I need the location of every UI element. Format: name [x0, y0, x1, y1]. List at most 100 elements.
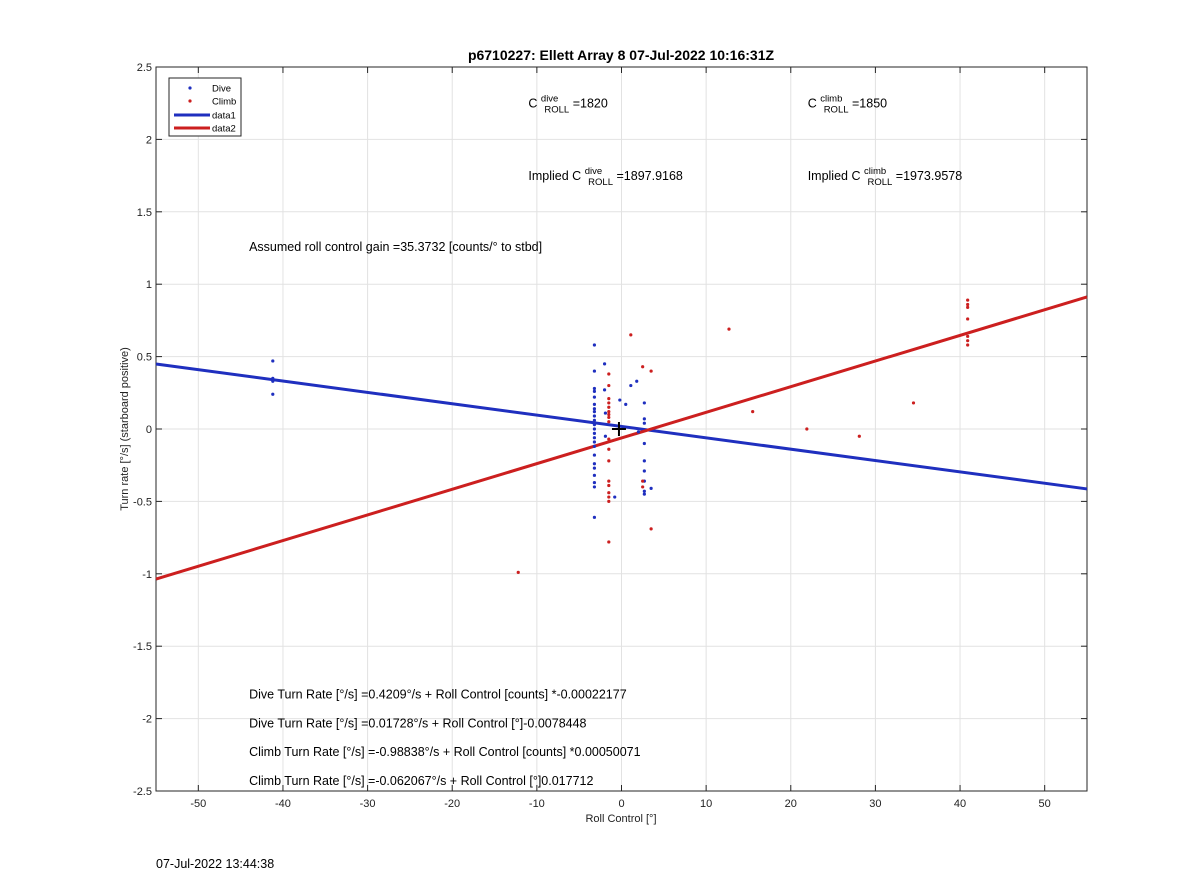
y-axis-label: Turn rate [°/s] (starboard positive): [119, 347, 131, 511]
x-tick-label: -10: [529, 798, 545, 810]
dive-data-point: [592, 407, 597, 411]
climb-data-point: [966, 298, 970, 302]
dive-data-point: [642, 417, 646, 421]
climb-data-point: [966, 317, 970, 321]
dive-data-point: [592, 410, 597, 414]
c-roll-dive-base: C: [528, 97, 537, 111]
climb-data-point: [607, 372, 611, 376]
implied-dive-base: C: [572, 169, 581, 183]
x-tick-label: -20: [444, 798, 460, 810]
climb-data-point: [641, 365, 645, 369]
climb-data-point: [966, 343, 970, 347]
y-tick-label: 1: [146, 279, 152, 291]
c-roll-climb-value: =1850: [852, 97, 887, 111]
dive-data-point: [642, 401, 646, 405]
climb-data-point: [751, 410, 755, 414]
dive-data-point: [592, 462, 597, 466]
roll-gain-annotation: Assumed roll control gain =35.3732 [coun…: [249, 240, 542, 254]
x-tick-label: 10: [700, 798, 712, 810]
c-roll-climb-sup: climb: [820, 94, 842, 105]
dive-data-point: [592, 444, 597, 448]
c-roll-dive-sup: dive: [541, 94, 558, 105]
dive-data-point: [592, 473, 597, 477]
implied-c-roll-climb-annotation: Implied C climb ROLL =1973.9578: [808, 163, 963, 188]
chart-legend: Dive Climb data1 data2: [168, 77, 242, 137]
dive-data-point: [592, 431, 597, 435]
data-point-layer: [271, 298, 970, 574]
climb-data-point: [966, 334, 970, 338]
x-tick-label: -30: [360, 798, 376, 810]
y-tick-label: 2.5: [137, 62, 152, 74]
dive-data-point: [592, 418, 597, 422]
x-tick-label: -40: [275, 798, 291, 810]
dive-data-point: [629, 383, 633, 388]
dive-data-point: [635, 379, 639, 383]
fit-line-data2: [155, 295, 1088, 581]
climb-data-point: [966, 302, 970, 307]
dive-data-point: [592, 402, 597, 406]
c-roll-dive-sub: ROLL: [544, 105, 569, 116]
dive-data-point: [592, 515, 597, 519]
legend-box: [168, 77, 242, 137]
legend-climb-marker: [188, 99, 192, 103]
c-roll-dive-value: =1820: [573, 97, 608, 111]
dive-fit-degrees-annotation: Dive Turn Rate [°/s] =0.01728°/s + Roll …: [249, 716, 586, 730]
climb-data-point: [607, 396, 611, 401]
climb-data-point: [607, 420, 611, 424]
dive-data-point: [636, 430, 641, 434]
c-roll-climb-sub: ROLL: [824, 105, 849, 116]
climb-data-point: [966, 305, 970, 309]
dive-data-point: [592, 427, 597, 431]
dive-data-point: [592, 369, 597, 373]
dive-data-point: [602, 388, 607, 392]
climb-data-point: [607, 479, 611, 483]
implied-dive-value: =1897.9168: [616, 169, 682, 183]
dive-data-point: [642, 421, 646, 425]
dive-data-point: [592, 386, 597, 391]
c-roll-dive-annotation: C dive ROLL =1820: [528, 91, 607, 116]
implied-dive-prefix: Implied: [528, 169, 572, 183]
climb-data-point: [607, 383, 611, 388]
climb-data-point: [649, 527, 653, 531]
dive-data-point: [642, 441, 646, 446]
climb-fit-counts-annotation: Climb Turn Rate [°/s] =-0.98838°/s + Rol…: [249, 745, 641, 759]
x-axis-label: Roll Control [°]: [585, 813, 656, 825]
dive-data-point: [592, 414, 597, 418]
implied-c-roll-dive-annotation: Implied C dive ROLL =1897.9168: [528, 163, 683, 188]
climb-data-point: [607, 540, 611, 544]
legend-data1-label: data1: [212, 111, 236, 122]
y-tick-label: 0.5: [137, 352, 152, 364]
dive-data-point: [642, 489, 646, 493]
annotation-layer: Assumed roll control gain =35.3732 [coun…: [249, 91, 963, 789]
climb-data-point: [607, 447, 611, 451]
climb-data-point: [607, 437, 611, 441]
dive-data-point: [592, 395, 597, 399]
climb-data-point: [516, 570, 520, 574]
x-tick-label: 20: [785, 798, 797, 810]
dive-data-point: [642, 459, 646, 463]
dive-data-point: [271, 379, 275, 383]
climb-data-point: [911, 401, 916, 405]
dive-data-point: [592, 466, 597, 470]
y-tick-label: -1: [142, 569, 152, 581]
dive-data-point: [271, 376, 275, 380]
climb-data-point: [649, 369, 653, 373]
climb-data-point: [607, 491, 611, 495]
implied-climb-prefix: Implied: [808, 169, 852, 183]
climb-data-point: [607, 410, 611, 414]
dive-data-point: [613, 495, 617, 499]
climb-data-point: [607, 483, 611, 488]
center-marker-layer: [611, 422, 626, 436]
climb-data-point: [607, 459, 611, 463]
fit-line-layer: [155, 295, 1088, 581]
dive-data-point: [592, 480, 597, 485]
fit-line-data1: [155, 362, 1088, 491]
legend-dive-label: Dive: [212, 84, 231, 95]
dive-data-point: [642, 469, 646, 473]
climb-data-point: [966, 339, 970, 343]
legend-climb-label: Climb: [212, 97, 236, 108]
x-tick-label: 30: [869, 798, 881, 810]
climb-data-point: [607, 401, 611, 405]
dive-fit-counts-annotation: Dive Turn Rate [°/s] =0.4209°/s + Roll C…: [249, 687, 627, 701]
